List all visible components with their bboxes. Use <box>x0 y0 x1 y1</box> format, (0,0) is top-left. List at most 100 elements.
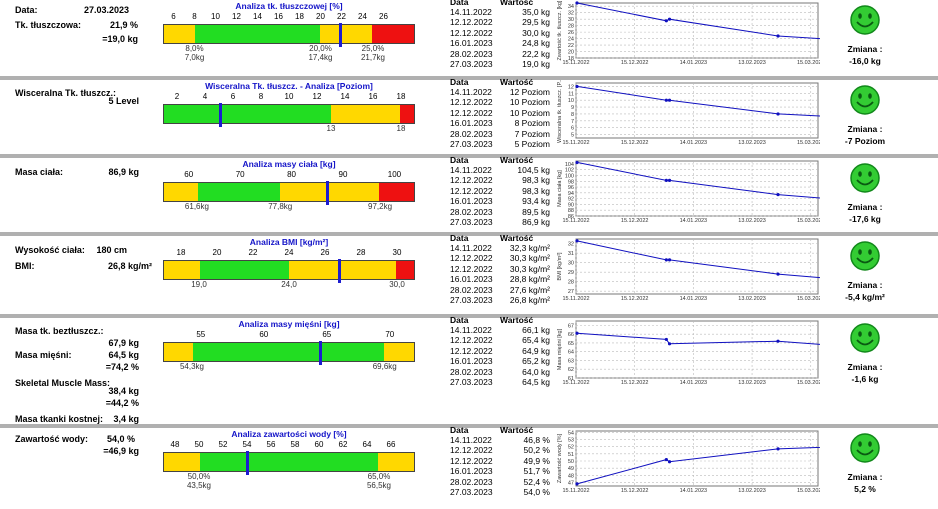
muscle-table-header-value: Wartość <box>500 315 534 325</box>
chart-y-label: Zwartość tk. tłuszcz. [kg] <box>557 0 563 60</box>
bmi-threshold-label: 19,0 <box>191 280 207 289</box>
fat-scale-tick: 24 <box>358 12 367 21</box>
chart-x-tick: 15.03.2023 <box>797 296 820 302</box>
mass-table-value: 98,3 kg <box>522 185 550 196</box>
chart-x-tick: 14.01.2023 <box>680 488 708 494</box>
visc-table-value: 5 Poziom <box>514 139 550 149</box>
mass-change-value: -17,6 kg <box>849 214 881 224</box>
chart-plot-area <box>575 82 819 139</box>
muscle-table-value: 66,1 kg <box>522 325 550 335</box>
visc-scale-tick: 6 <box>230 92 236 101</box>
chart-y-tick: 98 <box>568 179 574 185</box>
chart-point <box>776 339 780 343</box>
visc-table-value: 10 Poziom <box>509 107 550 118</box>
bmi-scale-tick: 20 <box>212 248 222 257</box>
muscle-table-date: 12.12.2022 <box>450 345 493 356</box>
fat-label: Tk. tłuszczowa: <box>15 20 82 30</box>
muscle-range-zone-yellow <box>164 343 193 361</box>
chart-x-tick: 15.03.2023 <box>797 140 820 146</box>
water-scale-tick: 54 <box>242 440 252 449</box>
visc-table-date: 28.02.2023 <box>450 128 493 139</box>
fat-table-date: 27.03.2023 <box>450 59 493 69</box>
bmi-table-header-value: Wartość <box>500 233 534 243</box>
smiley-eye <box>868 331 872 337</box>
fat-table-date: 12.12.2022 <box>450 17 493 28</box>
smiley-face-icon <box>850 5 880 35</box>
smiley-face <box>850 433 880 463</box>
chart-y-tick: 11 <box>568 91 574 97</box>
smiley-mouth <box>856 257 874 264</box>
bmi-range-zone-green <box>199 261 289 279</box>
mass-threshold-label: 97,2kg <box>368 202 393 211</box>
chart-y-label: Masa mięśni [kg] <box>557 328 563 370</box>
chart-y-tick: 63 <box>568 358 574 364</box>
fat-value: =19,0 kg <box>102 34 138 44</box>
muscle-label: Masa mięśni: <box>15 350 72 360</box>
section-fat: Tk. tłuszczowa: 21,9 % =19,0 kg Analiza tk.… <box>0 0 938 76</box>
chart-y-tick: 51 <box>568 452 574 458</box>
bmi-history-chart: 27 28 29 30 31 32 15.11.2022 15.12.2022 14.01.20… <box>557 238 820 302</box>
water-table-header-value: Wartość <box>500 425 534 435</box>
fat-range-bar <box>163 23 415 47</box>
chart-plot-area <box>575 320 819 379</box>
chart-y-tick: 52 <box>568 445 574 451</box>
bmi-table-value: 26,8 kg/m² <box>509 295 550 305</box>
water-range-zone-green <box>199 453 379 471</box>
smiley-eye <box>858 441 862 447</box>
mass-threshold-label: 77,8kg <box>268 202 293 211</box>
chart-series-line <box>576 85 820 117</box>
chart-x-tick: 14.01.2023 <box>680 218 708 224</box>
chart-point <box>575 331 579 335</box>
fat-threshold-label-kg: 7,0kg <box>184 53 205 62</box>
mass-range-bar <box>163 181 415 205</box>
bmi-table-date: 14.11.2022 <box>450 243 492 253</box>
bmi-table-value: 32,3 kg/m² <box>509 243 550 253</box>
smiley-mouth <box>856 21 874 28</box>
mass-table-header-value: Wartość <box>500 155 534 165</box>
mass-scale-tick: 60 <box>184 170 194 179</box>
water-scale-tick: 52 <box>218 440 228 449</box>
chart-x-tick: 15.12.2022 <box>621 380 649 386</box>
visc-table-value: 7 Poziom <box>514 128 550 139</box>
bmi-value-marker <box>338 259 341 283</box>
chart-x-tick: 15.11.2022 <box>562 218 589 224</box>
fat-scale-tick: 10 <box>211 12 220 21</box>
muscle-value-marker <box>319 341 323 365</box>
fat-scale-tick: 18 <box>295 12 304 21</box>
fat-table-value: 19,0 kg <box>522 59 550 69</box>
bmi-table-date: 12.12.2022 <box>450 253 493 264</box>
muscle-value: 64,5 kg <box>108 350 139 360</box>
chart-y-tick: 30 <box>568 261 574 267</box>
fat-scale-tick: 8 <box>192 12 197 21</box>
visc-threshold-label: 18 <box>396 124 406 133</box>
muscle-label: Masa tkanki kostnej: <box>15 414 104 424</box>
bmi-value: 26,8 kg/m² <box>107 261 152 271</box>
water-threshold-label-kg: 43,5kg <box>186 481 212 490</box>
water-threshold-label: 50,0% <box>187 472 211 481</box>
chart-x-tick: 15.12.2022 <box>621 60 649 66</box>
chart-point <box>575 84 579 89</box>
visc-analysis-title: Wisceralna Tk. tłuszcz. - Analiza [Pozio… <box>205 81 373 91</box>
chart-y-tick: 31 <box>568 251 574 257</box>
fat-threshold-label: 20,0% <box>309 44 332 53</box>
chart-point <box>776 272 780 276</box>
chart-series-line <box>576 161 820 199</box>
smiley-eye <box>858 331 862 337</box>
bmi-label: BMI: <box>15 261 35 271</box>
chart-point <box>667 342 672 346</box>
chart-point <box>575 1 579 5</box>
visc-value: 5 Level <box>108 96 139 106</box>
visc-table-value: 10 Poziom <box>509 97 550 108</box>
chart-point <box>667 178 672 182</box>
bmi-analysis-title: Analiza BMI [kg/m²] <box>249 237 329 247</box>
muscle-table-date: 28.02.2023 <box>450 366 493 377</box>
fat-range-zone-yellow <box>320 25 373 43</box>
water-scale-tick: 60 <box>314 440 324 449</box>
chart-y-tick: 24 <box>568 37 574 43</box>
visc-table-value: 8 Poziom <box>514 118 550 129</box>
fat-table-value: 30,0 kg <box>522 27 550 38</box>
fat-threshold-label: 25,0% <box>361 44 385 53</box>
muscle-label: Masa tk. beztłuszcz.: <box>15 326 104 336</box>
chart-y-tick: 64 <box>568 350 574 356</box>
